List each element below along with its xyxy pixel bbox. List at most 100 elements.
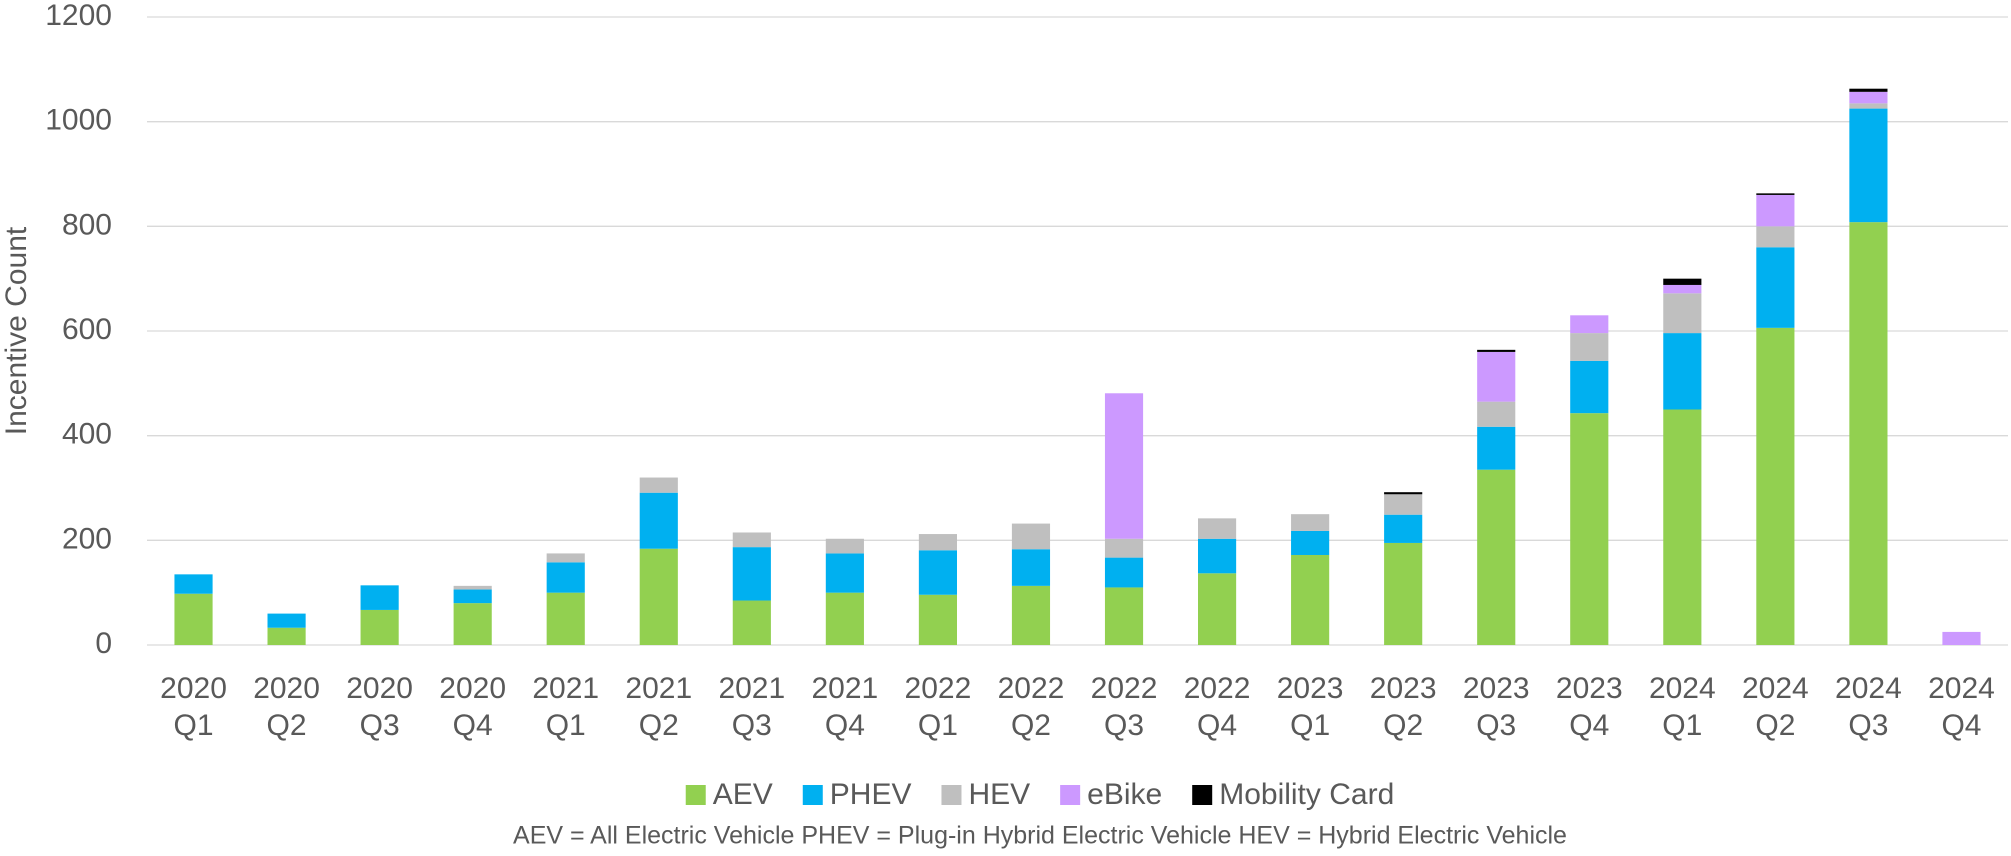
bar-segment — [453, 585, 492, 590]
x-tick-label: 2020 Q4 — [439, 672, 506, 742]
x-tick-label: 2024 Q1 — [1649, 672, 1716, 742]
bar-segment — [1384, 542, 1423, 645]
bar-segment — [1477, 401, 1516, 427]
bar-segment — [1011, 523, 1051, 550]
bar-segment — [174, 574, 213, 594]
bar-segment — [1942, 631, 1981, 645]
bar-segment — [825, 553, 864, 593]
bar-segment — [1291, 530, 1330, 555]
bar-segment — [639, 548, 678, 645]
bar-segment — [1011, 585, 1051, 645]
bar-segment — [639, 477, 678, 493]
bar-segment — [732, 547, 771, 601]
bar-segment — [918, 550, 958, 595]
bar-segment — [1849, 103, 1888, 109]
bar-segment — [1197, 518, 1237, 539]
bar-segment — [1477, 349, 1516, 352]
bar-segment — [1663, 293, 1702, 334]
x-tick-label: 2022 Q3 — [1091, 672, 1158, 742]
x-tick-label: 2021 Q4 — [812, 672, 879, 742]
bar-segment — [1756, 327, 1795, 645]
bar-segment — [825, 538, 864, 554]
bar-segment — [1756, 247, 1795, 328]
bar-segment — [918, 534, 958, 551]
bar-segment — [267, 627, 306, 645]
bar-segment — [1384, 494, 1423, 515]
x-tick-label: 2023 Q1 — [1277, 672, 1344, 742]
x-tick-label: 2022 Q2 — [998, 672, 1065, 742]
x-tick-label: 2023 Q4 — [1556, 672, 1623, 742]
bar-segment — [1849, 91, 1888, 104]
x-tick-label: 2020 Q1 — [160, 672, 227, 742]
y-tick-label: 1000 — [45, 104, 112, 137]
x-tick-label: 2021 Q3 — [718, 672, 785, 742]
x-tick-label: 2023 Q2 — [1370, 672, 1437, 742]
y-tick-label: 1200 — [45, 0, 112, 32]
legend-swatch — [941, 785, 962, 805]
bar-segment — [1756, 193, 1795, 195]
legend-swatch — [685, 785, 706, 805]
x-tick-label: 2022 Q1 — [905, 672, 972, 742]
bar-segment — [1104, 587, 1144, 645]
bar-segment — [1663, 333, 1702, 410]
bar-segment — [1477, 469, 1516, 645]
bar-segment — [546, 592, 585, 645]
legend-swatch — [1192, 785, 1213, 805]
y-axis-label: Incentive Count — [0, 226, 33, 435]
bar-segment — [546, 553, 585, 563]
bar-segment — [1570, 333, 1609, 361]
bar-segment — [639, 492, 678, 549]
legend-label: PHEV — [830, 778, 912, 811]
x-tick-label: 2024 Q4 — [1928, 672, 1995, 742]
y-tick-label: 800 — [62, 208, 112, 241]
legend: AEV PHEV HEV eBike Mobility Card — [685, 778, 1394, 811]
footnote: AEV = All Electric Vehicle PHEV = Plug-i… — [513, 822, 1567, 850]
bar-segment — [546, 562, 585, 593]
bar-segment — [174, 593, 213, 645]
x-tick-label: 2024 Q3 — [1835, 672, 1902, 742]
bar-segment — [1663, 278, 1702, 285]
bar-segment — [825, 592, 864, 645]
bar-segment — [1570, 360, 1609, 414]
bar-segment — [1477, 351, 1516, 402]
bar-segment — [1384, 514, 1423, 543]
bar-segment — [1384, 492, 1423, 495]
bar-segment — [1291, 514, 1330, 531]
bar-segment — [1197, 573, 1237, 645]
y-tick-label: 600 — [62, 313, 112, 346]
x-tick-label: 2020 Q3 — [346, 672, 413, 742]
bar-segment — [453, 603, 492, 645]
bar-segment — [1756, 194, 1795, 227]
x-tick-label: 2023 Q3 — [1463, 672, 1530, 742]
bar-segment — [1756, 226, 1795, 248]
bar-segment — [1849, 222, 1888, 645]
legend-label: AEV — [713, 778, 773, 811]
bar-segment — [1011, 549, 1051, 586]
x-tick-label: 2021 Q2 — [625, 672, 692, 742]
y-tick-label: 0 — [95, 627, 112, 660]
bar-segment — [267, 613, 306, 628]
bar-segment — [1104, 557, 1144, 588]
bar-segment — [1104, 538, 1144, 558]
legend-swatch — [1060, 785, 1081, 805]
bar-segment — [732, 600, 771, 645]
bar-segment — [918, 594, 958, 645]
bar-segment — [732, 532, 771, 548]
bar-segment — [453, 589, 492, 604]
legend-label: HEV — [968, 778, 1030, 811]
bar-segment — [1849, 108, 1888, 223]
legend-swatch — [802, 785, 823, 805]
bar-segment — [1291, 554, 1330, 645]
bar-segment — [1663, 284, 1702, 294]
bar-segment — [360, 609, 399, 645]
y-tick-label: 400 — [62, 418, 112, 451]
bar-segment — [1104, 393, 1144, 539]
legend-label: eBike — [1087, 778, 1162, 811]
bar-segment — [1477, 426, 1516, 470]
x-tick-label: 2021 Q1 — [532, 672, 599, 742]
bar-segment — [1663, 409, 1702, 645]
x-tick-label: 2024 Q2 — [1742, 672, 1809, 742]
bar-segment — [1197, 538, 1237, 574]
bar-segment — [1570, 315, 1609, 334]
